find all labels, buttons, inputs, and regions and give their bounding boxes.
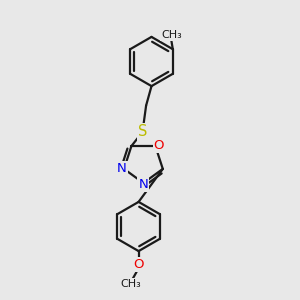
Text: CH₃: CH₃ xyxy=(121,279,142,289)
Text: N: N xyxy=(139,178,148,191)
Text: S: S xyxy=(138,124,147,140)
Text: CH₃: CH₃ xyxy=(161,30,182,40)
Text: O: O xyxy=(154,139,164,152)
Text: N: N xyxy=(117,162,127,176)
Text: O: O xyxy=(133,258,144,271)
